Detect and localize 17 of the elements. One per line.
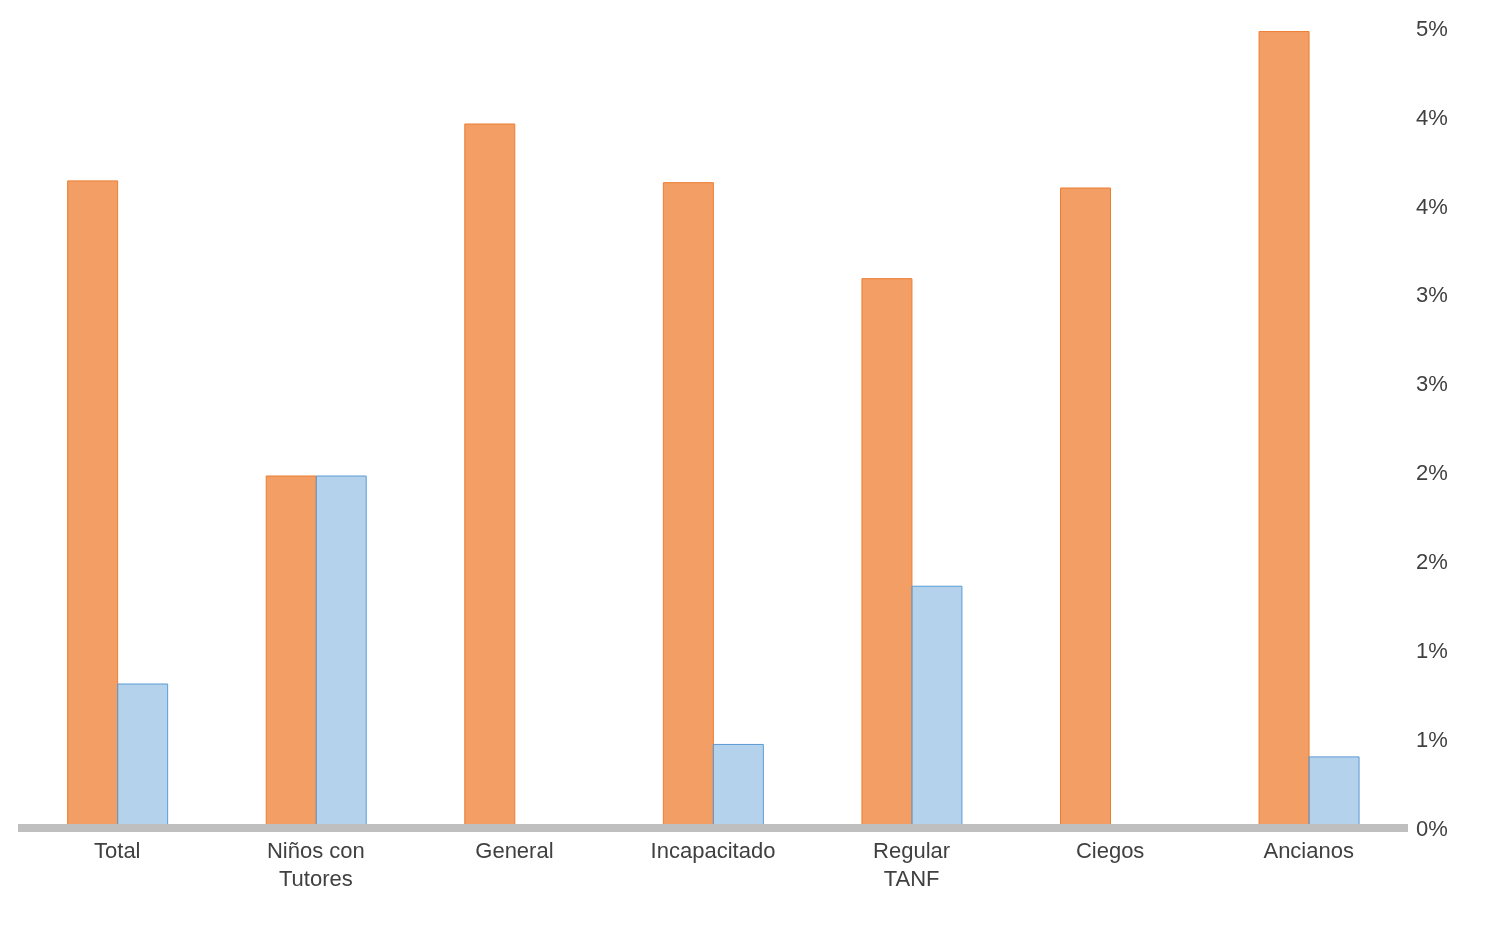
y-tick-label: 3% <box>1416 371 1448 397</box>
x-tick-label: Regular TANF <box>873 838 951 891</box>
x-tick-label: Ancianos <box>1263 838 1354 863</box>
y-tick-label: 5% <box>1416 15 1448 41</box>
y-tick-label: 2% <box>1416 549 1448 575</box>
x-tick-label: Ciegos <box>1075 838 1145 863</box>
x-tick-label: Incapacitado <box>650 838 776 863</box>
y-tick-label: 1% <box>1416 726 1448 752</box>
y-tick-label: 2% <box>1416 460 1448 486</box>
x-tick-label: Niños con Tutores <box>266 838 365 891</box>
x-tick-label: Total <box>94 838 141 863</box>
x-tick-label: General <box>475 838 554 863</box>
y-tick-label: 1% <box>1416 638 1448 664</box>
y-tick-label: 4% <box>1416 193 1448 219</box>
y-tick-label: 3% <box>1416 282 1448 308</box>
y-tick-label: 0% <box>1416 815 1448 841</box>
y-tick-label: 4% <box>1416 104 1448 130</box>
